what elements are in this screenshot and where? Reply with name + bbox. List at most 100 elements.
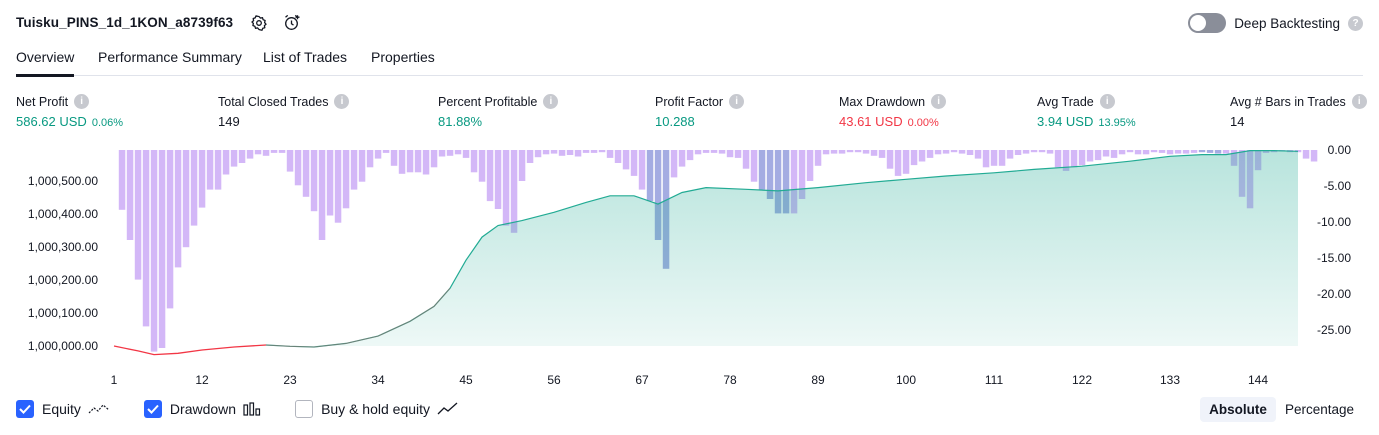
drawdown-bar bbox=[550, 150, 558, 154]
tab-list-of-trades[interactable]: List of Trades bbox=[263, 49, 348, 65]
drawdown-bar bbox=[238, 150, 246, 163]
x-axis-tick: 1 bbox=[111, 373, 118, 387]
drawdown-bar bbox=[902, 150, 910, 174]
drawdown-bar bbox=[190, 150, 198, 226]
legend-drawdown[interactable]: Drawdown bbox=[143, 400, 261, 418]
x-axis-tick: 89 bbox=[811, 373, 825, 387]
drawdown-bar bbox=[1150, 150, 1158, 153]
drawdown-bar bbox=[926, 150, 934, 158]
info-icon[interactable]: i bbox=[74, 94, 90, 109]
drawdown-bar bbox=[918, 150, 926, 162]
drawdown-bar bbox=[294, 150, 302, 186]
deep-backtesting-label: Deep Backtesting bbox=[1234, 15, 1340, 31]
info-icon[interactable]: i bbox=[1099, 94, 1115, 109]
legend-label: Drawdown bbox=[169, 401, 237, 417]
drawdown-bar bbox=[374, 150, 382, 159]
metric-value: 81.88% bbox=[438, 114, 483, 129]
equity-line bbox=[265, 150, 1299, 348]
drawdown-bar bbox=[462, 150, 470, 158]
x-axis-tick: 34 bbox=[371, 373, 385, 387]
legend-equity[interactable]: Equity bbox=[16, 400, 110, 418]
metric-label: Total Closed Trades bbox=[218, 94, 329, 109]
left-axis-tick: 1,000,400.00 bbox=[28, 207, 98, 221]
drawdown-bar bbox=[822, 150, 830, 155]
tab-overview[interactable]: Overview bbox=[16, 49, 75, 77]
drawdown-bar bbox=[182, 150, 190, 248]
drawdown-checkbox[interactable] bbox=[143, 400, 162, 418]
drawdown-bar bbox=[174, 150, 182, 268]
drawdown-bar bbox=[894, 150, 902, 176]
drawdown-bar bbox=[758, 150, 766, 190]
drawdown-bar bbox=[502, 150, 510, 226]
info-icon[interactable]: i bbox=[543, 94, 559, 109]
strategy-title: Tuisku_PINS_1d_1KON_a8739f63 bbox=[16, 15, 234, 30]
drawdown-bar bbox=[582, 150, 590, 153]
drawdown-bar bbox=[366, 150, 374, 168]
info-icon[interactable]: i bbox=[1351, 94, 1367, 109]
equity-drawdown-chart[interactable]: 1,000,000.00 1,000,100.00 1,000,200.00 1,00… bbox=[0, 140, 1379, 390]
metric-sub: 0.00% bbox=[907, 117, 939, 129]
x-axis-labels: 1 12 23 34 45 56 67 78 89 100 111 122 133 144 bbox=[111, 373, 1269, 387]
drawdown-bar bbox=[1294, 150, 1302, 153]
right-axis-tick: 0.00 bbox=[1328, 143, 1352, 157]
drawdown-bar bbox=[1102, 150, 1110, 157]
drawdown-bar bbox=[390, 150, 398, 166]
deep-backtesting: Deep Backtesting ? bbox=[1188, 13, 1363, 33]
info-icon[interactable]: i bbox=[729, 94, 745, 109]
settings-gear-icon[interactable] bbox=[248, 12, 270, 34]
drawdown-bar bbox=[838, 150, 846, 154]
drawdown-bar bbox=[262, 150, 270, 156]
drawdown-bar bbox=[1054, 150, 1062, 168]
drawdown-bar bbox=[558, 150, 566, 156]
drawdown-bar bbox=[1022, 150, 1030, 154]
add-alert-clock-icon[interactable] bbox=[281, 12, 303, 34]
tab-performance-summary[interactable]: Performance Summary bbox=[98, 49, 242, 65]
drawdown-bar bbox=[910, 150, 918, 166]
drawdown-bar bbox=[214, 150, 222, 190]
drawdown-bar bbox=[566, 150, 574, 155]
drawdown-bar bbox=[718, 150, 726, 154]
x-axis-tick: 78 bbox=[723, 373, 737, 387]
x-axis-tick: 100 bbox=[896, 373, 916, 387]
drawdown-bar bbox=[470, 150, 478, 173]
metric-value: 43.61 USD bbox=[839, 114, 903, 129]
drawdown-bar bbox=[1030, 150, 1038, 153]
drawdown-bar bbox=[1198, 150, 1206, 153]
drawdown-bar bbox=[206, 150, 214, 190]
metric-max-drawdown: Max Drawdown i 43.61 USD 0.00% bbox=[839, 94, 947, 129]
drawdown-bar bbox=[478, 150, 486, 182]
drawdown-bar bbox=[142, 150, 150, 327]
left-axis-tick: 1,000,000.00 bbox=[28, 339, 98, 353]
info-icon[interactable]: i bbox=[931, 94, 947, 109]
drawdown-bar bbox=[702, 150, 710, 153]
absolute-button[interactable]: Absolute bbox=[1200, 397, 1276, 422]
drawdown-bar bbox=[414, 150, 422, 173]
equity-checkbox[interactable] bbox=[16, 400, 34, 418]
drawdown-bar bbox=[1006, 150, 1014, 159]
drawdown-bar bbox=[246, 150, 254, 159]
drawdown-bar bbox=[406, 150, 414, 173]
drawdown-bar bbox=[878, 150, 886, 158]
drawdown-bar bbox=[494, 150, 502, 209]
right-axis-tick: -25.00 bbox=[1317, 323, 1351, 337]
drawdown-bar bbox=[1134, 150, 1142, 155]
metric-label: Percent Profitable bbox=[438, 94, 538, 109]
legend-buy-hold[interactable]: Buy & hold equity bbox=[295, 400, 459, 418]
drawdown-bar bbox=[526, 150, 534, 163]
buy-hold-checkbox[interactable] bbox=[295, 400, 314, 418]
drawdown-bar bbox=[270, 150, 278, 153]
metric-net-profit: Net Profit i 586.62 USD 0.06% bbox=[16, 94, 123, 129]
drawdown-bar bbox=[318, 150, 326, 240]
deep-backtesting-toggle[interactable] bbox=[1188, 13, 1227, 33]
drawdown-bar bbox=[574, 150, 582, 157]
metric-label: Max Drawdown bbox=[839, 94, 926, 109]
tab-properties[interactable]: Properties bbox=[371, 49, 435, 65]
drawdown-bar bbox=[286, 150, 294, 172]
info-icon[interactable]: i bbox=[334, 94, 350, 109]
left-axis-labels: 1,000,000.00 1,000,100.00 1,000,200.00 1,00… bbox=[28, 174, 98, 353]
drawdown-bar bbox=[438, 150, 446, 157]
help-icon[interactable]: ? bbox=[1348, 15, 1363, 31]
equity-line-below bbox=[113, 344, 267, 356]
percentage-button[interactable]: Percentage bbox=[1284, 402, 1354, 417]
drawdown-bar bbox=[230, 150, 238, 167]
